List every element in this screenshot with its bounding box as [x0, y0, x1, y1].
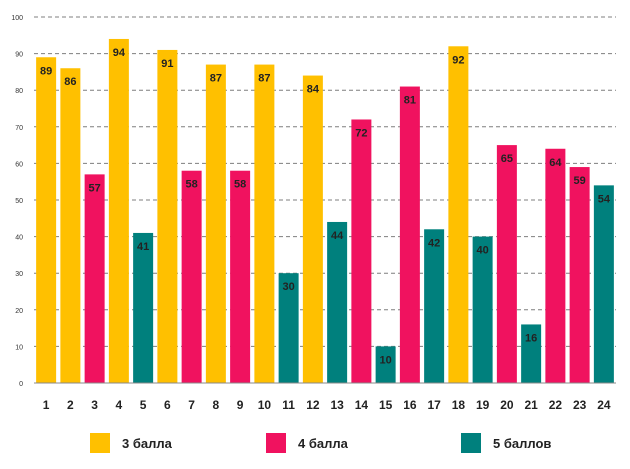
- x-tick-label: 4: [116, 398, 123, 412]
- legend-label-5: 5 баллов: [493, 435, 552, 451]
- y-tick-label: 60: [15, 161, 23, 168]
- y-tick-label: 90: [15, 52, 23, 59]
- data-label-16: 81: [404, 95, 416, 107]
- bar-11: [278, 273, 299, 383]
- data-label-2: 86: [64, 76, 76, 88]
- x-tick-label: 13: [330, 398, 344, 412]
- y-tick-label: 20: [15, 308, 23, 315]
- x-tick-label: 10: [258, 398, 272, 412]
- gridlines: [34, 16, 616, 347]
- x-tick-label: 15: [379, 398, 393, 412]
- x-tick-label: 18: [452, 398, 466, 412]
- legend-label-4: 4 балла: [298, 435, 348, 451]
- data-label-18: 92: [452, 54, 464, 66]
- data-label-17: 42: [428, 237, 440, 249]
- x-tick-label: 19: [476, 398, 490, 412]
- bar-5: [133, 232, 154, 383]
- data-label-12: 84: [307, 84, 320, 96]
- data-labels: 89 86 57 94 41 91 58 87 58 87 30 84 44 72 10 81 42 92 40 65…: [40, 47, 611, 366]
- data-label-21: 16: [525, 332, 537, 344]
- y-tick-label: 40: [15, 235, 23, 242]
- x-tick-label: 5: [140, 398, 147, 412]
- y-axis-ticks: 0 10 20 30 40 50 60 70 80 90 100: [11, 15, 23, 388]
- data-label-4: 94: [113, 47, 126, 59]
- data-label-3: 57: [89, 182, 101, 194]
- x-tick-label: 22: [549, 398, 563, 412]
- y-tick-label: 80: [15, 88, 23, 95]
- bar-3: [84, 174, 105, 383]
- x-tick-label: 23: [573, 398, 587, 412]
- data-label-10: 87: [258, 73, 270, 85]
- y-tick-label: 100: [11, 15, 23, 22]
- x-tick-label: 3: [91, 398, 98, 412]
- legend-item-5: 5 баллов: [461, 431, 551, 455]
- x-tick-label: 9: [237, 398, 244, 412]
- y-tick-label: 50: [15, 198, 23, 205]
- bar-10: [254, 64, 275, 383]
- data-label-20: 65: [501, 153, 513, 165]
- data-label-8: 87: [210, 73, 222, 85]
- data-label-13: 44: [331, 230, 344, 242]
- y-tick-label: 30: [15, 271, 23, 278]
- x-tick-label: 21: [524, 398, 538, 412]
- data-label-19: 40: [477, 245, 489, 257]
- x-tick-label: 20: [500, 398, 514, 412]
- legend-swatch-3: [90, 433, 110, 453]
- legend-swatch-5: [461, 433, 481, 453]
- bar-16: [399, 86, 420, 383]
- bars: [36, 38, 614, 384]
- bar-20: [496, 145, 517, 383]
- bar-7: [181, 170, 202, 383]
- bar-22: [545, 148, 566, 383]
- data-label-23: 59: [574, 175, 586, 187]
- x-tick-label: 7: [188, 398, 195, 412]
- x-tick-label: 16: [403, 398, 417, 412]
- bar-17: [424, 229, 445, 383]
- bar-21: [521, 324, 542, 383]
- bar-4: [108, 38, 129, 384]
- x-tick-label: 11: [282, 398, 295, 412]
- bar-6: [157, 49, 178, 383]
- x-tick-label: 2: [67, 398, 74, 412]
- y-tick-label: 0: [19, 381, 23, 388]
- x-tick-label: 17: [427, 398, 441, 412]
- x-tick-label: 24: [597, 398, 611, 412]
- legend-item-4: 4 балла: [266, 431, 348, 455]
- data-label-11: 30: [283, 281, 295, 293]
- y-tick-label: 10: [15, 344, 23, 351]
- x-tick-label: 1: [43, 398, 50, 412]
- data-label-1: 89: [40, 65, 52, 77]
- bar-12: [302, 75, 323, 383]
- x-tick-label: 14: [355, 398, 369, 412]
- bar-24: [593, 185, 614, 383]
- bar-19: [472, 236, 493, 383]
- bar-13: [327, 221, 348, 383]
- data-label-9: 58: [234, 179, 246, 191]
- legend-label-3: 3 балла: [122, 435, 172, 451]
- data-label-7: 58: [186, 179, 198, 191]
- legend-swatch-4: [266, 433, 286, 453]
- bar-23: [569, 167, 590, 383]
- bar-1: [36, 57, 57, 383]
- y-tick-label: 70: [15, 125, 23, 132]
- bar-15: [375, 346, 396, 383]
- bar-9: [230, 170, 251, 383]
- x-tick-label: 6: [164, 398, 171, 412]
- bar-18: [448, 46, 469, 383]
- data-label-5: 41: [137, 241, 149, 253]
- bar-8: [205, 64, 226, 383]
- bar-2: [60, 68, 81, 384]
- x-tick-label: 12: [306, 398, 320, 412]
- bar-14: [351, 119, 372, 383]
- x-tick-label: 8: [213, 398, 220, 412]
- legend-item-3: 3 балла: [90, 431, 172, 455]
- data-label-14: 72: [355, 127, 367, 139]
- data-label-24: 54: [598, 193, 611, 205]
- data-label-22: 64: [549, 157, 562, 169]
- data-label-15: 10: [380, 354, 392, 366]
- x-axis-ticks: 1 2 3 4 5 6 7 8 9 10 11 12 13 14 15 16 17 18 19 20 21 22 23 24: [43, 398, 611, 412]
- data-label-6: 91: [161, 58, 173, 70]
